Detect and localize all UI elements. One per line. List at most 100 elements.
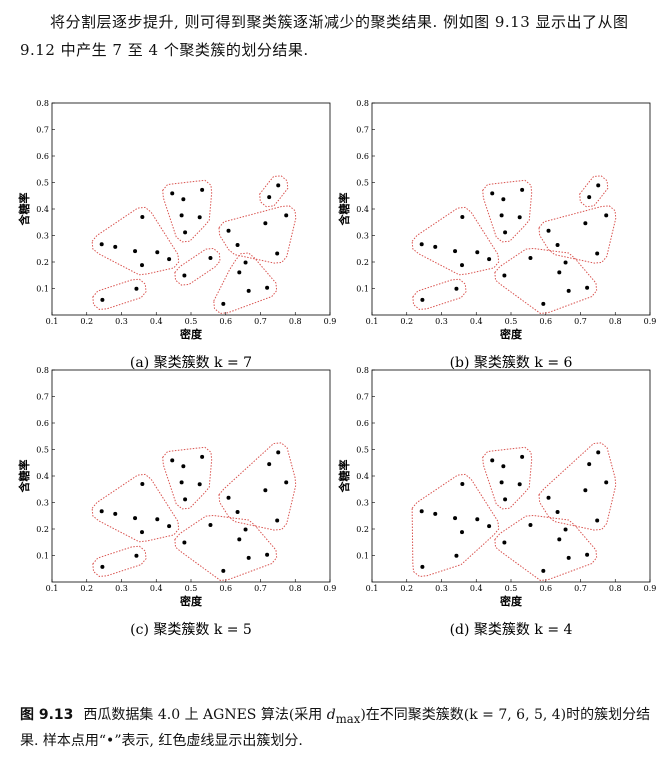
data-point bbox=[604, 480, 609, 485]
x-tick-label: 0.7 bbox=[574, 584, 587, 593]
data-point bbox=[475, 517, 480, 522]
y-tick-label: 0.5 bbox=[356, 446, 369, 455]
cluster-outline bbox=[411, 206, 500, 276]
data-point bbox=[517, 215, 522, 220]
x-tick-label: 0.3 bbox=[115, 317, 128, 326]
data-point bbox=[99, 509, 104, 514]
x-tick-label: 0.2 bbox=[80, 317, 93, 326]
y-tick-label: 0.8 bbox=[36, 366, 49, 375]
subfigure-caption: (a) 聚类簇数 k = 7 bbox=[130, 355, 252, 371]
paragraph: 将分割层逐步提升, 则可得到聚类簇逐渐减少的聚类结果. 例如图 9.13 显示出… bbox=[20, 13, 629, 59]
data-point bbox=[200, 454, 205, 459]
cluster-outline bbox=[482, 179, 533, 243]
x-tick-label: 0.4 bbox=[470, 584, 483, 593]
data-point bbox=[585, 285, 590, 290]
x-axis-label: 密度 bbox=[180, 594, 203, 608]
data-point bbox=[167, 524, 172, 529]
x-tick-label: 0.3 bbox=[115, 584, 128, 593]
x-tick-label: 0.5 bbox=[185, 584, 198, 593]
data-point bbox=[181, 464, 186, 469]
y-tick-label: 0.5 bbox=[36, 179, 49, 188]
data-point bbox=[587, 195, 592, 200]
x-tick-label: 0.5 bbox=[505, 584, 518, 593]
y-tick-label: 0.7 bbox=[36, 126, 49, 135]
x-tick-label: 0.5 bbox=[505, 317, 518, 326]
data-point bbox=[546, 228, 551, 233]
data-point bbox=[546, 495, 551, 500]
y-tick-label: 0.8 bbox=[356, 99, 369, 108]
x-tick-label: 0.2 bbox=[80, 584, 93, 593]
data-point bbox=[140, 263, 145, 268]
data-point bbox=[182, 540, 187, 545]
data-point bbox=[221, 301, 226, 306]
x-tick-label: 0.3 bbox=[435, 584, 448, 593]
y-tick-label: 0.3 bbox=[356, 499, 369, 508]
y-axis-label: 含糖率 bbox=[337, 460, 351, 494]
data-point bbox=[263, 221, 268, 226]
data-point bbox=[170, 458, 175, 463]
data-point bbox=[460, 481, 465, 486]
x-tick-label: 0.1 bbox=[46, 584, 59, 593]
cluster-outline bbox=[91, 206, 180, 276]
y-tick-label: 0.6 bbox=[356, 419, 369, 428]
data-point bbox=[267, 195, 272, 200]
data-point bbox=[541, 301, 546, 306]
y-axis-label: 含糖率 bbox=[17, 460, 31, 494]
data-point bbox=[557, 270, 562, 275]
x-axis-label: 密度 bbox=[500, 327, 523, 341]
cluster-outline bbox=[91, 473, 180, 543]
data-point bbox=[167, 257, 172, 262]
data-point bbox=[420, 564, 425, 569]
data-point bbox=[585, 552, 590, 557]
plot-frame bbox=[51, 369, 331, 583]
x-tick-label: 0.7 bbox=[254, 317, 267, 326]
data-point bbox=[246, 555, 251, 560]
data-point bbox=[453, 249, 458, 254]
y-tick-label: 0.4 bbox=[36, 472, 49, 481]
data-point bbox=[528, 256, 533, 261]
cluster-outline bbox=[174, 247, 221, 286]
data-point bbox=[487, 257, 492, 262]
data-point bbox=[197, 482, 202, 487]
data-point bbox=[226, 495, 231, 500]
data-point bbox=[181, 197, 186, 202]
x-tick-label: 0.6 bbox=[539, 584, 552, 593]
data-point bbox=[237, 537, 242, 542]
subfigure-caption: (d) 聚类簇数 k = 4 bbox=[450, 622, 573, 638]
data-point bbox=[133, 249, 138, 254]
cluster-outline bbox=[174, 514, 278, 581]
data-point bbox=[604, 213, 609, 218]
data-point bbox=[265, 285, 270, 290]
data-point bbox=[503, 230, 508, 235]
data-point bbox=[460, 214, 465, 219]
x-tick-label: 0.8 bbox=[609, 317, 622, 326]
y-tick-label: 0.2 bbox=[356, 258, 369, 267]
data-point bbox=[235, 510, 240, 515]
data-point bbox=[100, 564, 105, 569]
cluster-outline bbox=[579, 175, 609, 208]
data-point bbox=[490, 458, 495, 463]
x-tick-label: 0.9 bbox=[644, 584, 657, 593]
data-point bbox=[557, 537, 562, 542]
y-tick-label: 0.6 bbox=[36, 152, 49, 161]
data-point bbox=[284, 480, 289, 485]
data-point bbox=[263, 488, 268, 493]
data-point bbox=[541, 568, 546, 573]
data-point bbox=[275, 251, 280, 256]
x-tick-label: 0.1 bbox=[46, 317, 59, 326]
y-tick-label: 0.5 bbox=[356, 179, 369, 188]
x-axis-label: 密度 bbox=[500, 594, 523, 608]
y-axis-label: 含糖率 bbox=[17, 193, 31, 227]
y-tick-label: 0.1 bbox=[36, 552, 49, 561]
x-tick-label: 0.1 bbox=[366, 317, 379, 326]
x-tick-label: 0.2 bbox=[400, 584, 413, 593]
data-point bbox=[460, 263, 465, 268]
figure: 0.1 0.2 0.3 0.4 0.5 0.6 0.7 0.8 0.9 0.1 0.2 0.3 0.4 0… bbox=[17, 99, 657, 638]
plot-frame bbox=[51, 102, 331, 316]
y-tick-label: 0.2 bbox=[356, 525, 369, 534]
data-point bbox=[433, 511, 438, 516]
y-tick-label: 0.8 bbox=[36, 99, 49, 108]
data-point bbox=[155, 250, 160, 255]
data-point bbox=[454, 553, 459, 558]
cluster-outline bbox=[412, 278, 467, 310]
